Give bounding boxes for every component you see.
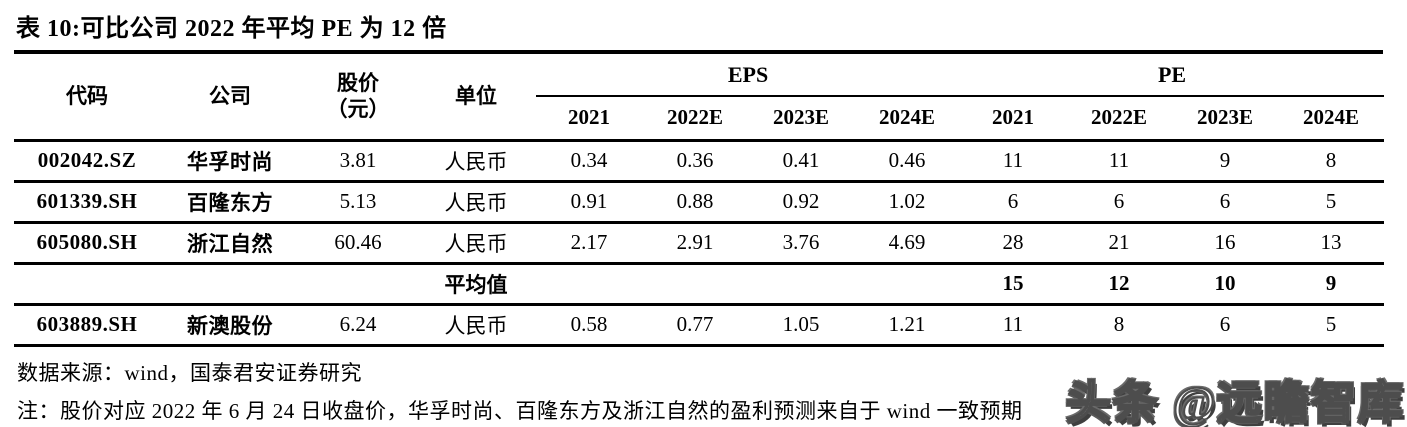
unit-cell: 人民币 bbox=[416, 181, 536, 224]
eps-cell: 1.21 bbox=[854, 304, 961, 347]
empty-cell bbox=[14, 263, 160, 306]
pe-year-2022e: 2022E bbox=[1066, 96, 1173, 142]
unit-cell: 人民币 bbox=[416, 140, 536, 183]
pe-cell: 9 bbox=[1172, 140, 1279, 183]
pe-cell: 6 bbox=[1172, 304, 1279, 347]
empty-cell bbox=[536, 263, 642, 306]
pe-cell: 11 bbox=[960, 140, 1067, 183]
empty-cell bbox=[642, 263, 748, 306]
footnote-text: 注：股价对应 2022 年 6 月 24 日收盘价，华孚时尚、百隆东方及浙江自然… bbox=[17, 398, 1023, 423]
unit-cell: 人民币 bbox=[416, 222, 536, 265]
company-cell: 华孚时尚 bbox=[160, 140, 300, 183]
unit-cell: 人民币 bbox=[416, 304, 536, 347]
code-cell: 601339.SH bbox=[14, 181, 160, 224]
eps-cell: 0.36 bbox=[642, 140, 748, 183]
avg-pe-cell: 9 bbox=[1278, 263, 1385, 306]
eps-cell: 1.05 bbox=[748, 304, 854, 347]
eps-cell: 0.77 bbox=[642, 304, 748, 347]
price-cell: 6.24 bbox=[300, 304, 416, 347]
col-header-unit: 单位 bbox=[416, 54, 536, 142]
pe-cell: 21 bbox=[1066, 222, 1173, 265]
table-title: 表 10:可比公司 2022 年平均 PE 为 12 倍 bbox=[14, 5, 1383, 54]
eps-cell: 0.46 bbox=[854, 140, 961, 183]
eps-cell: 0.58 bbox=[536, 304, 642, 347]
pe-year-2021: 2021 bbox=[960, 96, 1067, 142]
pe-cell: 11 bbox=[1066, 140, 1173, 183]
col-header-price: 股价 （元） bbox=[300, 54, 416, 142]
eps-cell: 0.34 bbox=[536, 140, 642, 183]
pe-year-2023e: 2023E bbox=[1172, 96, 1279, 142]
pe-cell: 6 bbox=[960, 181, 1067, 224]
group-header-eps: EPS bbox=[536, 54, 961, 97]
pe-cell: 8 bbox=[1066, 304, 1173, 347]
table-row-huafu: 002042.SZ 华孚时尚 3.81 人民币 0.34 0.36 0.41 0… bbox=[14, 140, 1385, 183]
pe-cell: 8 bbox=[1278, 140, 1385, 183]
pe-cell: 13 bbox=[1278, 222, 1385, 265]
col-header-company: 公司 bbox=[160, 54, 300, 142]
eps-cell: 4.69 bbox=[854, 222, 961, 265]
comparable-companies-table: 代码 公司 股价 （元） 单位 EPS PE 2021 2022E 2023E … bbox=[14, 54, 1385, 347]
table-row-bailong: 601339.SH 百隆东方 5.13 人民币 0.91 0.88 0.92 1… bbox=[14, 181, 1385, 224]
group-header-row: 代码 公司 股价 （元） 单位 EPS PE bbox=[14, 54, 1385, 142]
price-cell: 60.46 bbox=[300, 222, 416, 265]
table-row-zhejiang: 605080.SH 浙江自然 60.46 人民币 2.17 2.91 3.76 … bbox=[14, 222, 1385, 265]
group-header-pe: PE bbox=[960, 54, 1385, 97]
eps-year-2022e: 2022E bbox=[642, 96, 748, 142]
pe-cell: 6 bbox=[1172, 181, 1279, 224]
empty-cell bbox=[854, 263, 961, 306]
eps-cell: 0.92 bbox=[748, 181, 854, 224]
data-source-text: 数据来源：wind，国泰君安证券研究 bbox=[17, 360, 362, 385]
pe-cell: 16 bbox=[1172, 222, 1279, 265]
pe-cell: 5 bbox=[1278, 181, 1385, 224]
col-header-price-line1: 股价 bbox=[337, 71, 379, 95]
eps-cell: 3.76 bbox=[748, 222, 854, 265]
empty-cell bbox=[160, 263, 300, 306]
pe-cell: 6 bbox=[1066, 181, 1173, 224]
eps-year-2021: 2021 bbox=[536, 96, 642, 142]
average-label-cell: 平均值 bbox=[416, 263, 536, 306]
eps-year-2023e: 2023E bbox=[748, 96, 854, 142]
year-header-row: 2021 2022E 2023E 2024E 2021 2022E 2023E … bbox=[14, 96, 1385, 142]
company-cell: 百隆东方 bbox=[160, 181, 300, 224]
avg-pe-cell: 10 bbox=[1172, 263, 1279, 306]
pe-year-2024e: 2024E bbox=[1278, 96, 1385, 142]
company-cell: 浙江自然 bbox=[160, 222, 300, 265]
avg-pe-cell: 15 bbox=[960, 263, 1067, 306]
col-header-price-line2: （元） bbox=[326, 97, 390, 122]
toutiao-watermark: 头条 @远瞻智库 bbox=[1065, 377, 1405, 427]
empty-cell bbox=[300, 263, 416, 306]
avg-pe-cell: 12 bbox=[1066, 263, 1173, 306]
col-header-code: 代码 bbox=[14, 54, 160, 142]
table-row-average: 平均值 15 12 10 9 bbox=[14, 263, 1385, 306]
eps-cell: 1.02 bbox=[854, 181, 961, 224]
eps-cell: 0.91 bbox=[536, 181, 642, 224]
code-cell: 002042.SZ bbox=[14, 140, 160, 183]
code-cell: 605080.SH bbox=[14, 222, 160, 265]
pe-cell: 28 bbox=[960, 222, 1067, 265]
pe-cell: 5 bbox=[1278, 304, 1385, 347]
empty-cell bbox=[748, 263, 854, 306]
eps-cell: 2.17 bbox=[536, 222, 642, 265]
price-cell: 3.81 bbox=[300, 140, 416, 183]
table-row-xinao: 603889.SH 新澳股份 6.24 人民币 0.58 0.77 1.05 1… bbox=[14, 304, 1385, 347]
eps-cell: 2.91 bbox=[642, 222, 748, 265]
company-cell: 新澳股份 bbox=[160, 304, 300, 347]
pe-cell: 11 bbox=[960, 304, 1067, 347]
code-cell: 603889.SH bbox=[14, 304, 160, 347]
price-cell: 5.13 bbox=[300, 181, 416, 224]
eps-cell: 0.41 bbox=[748, 140, 854, 183]
eps-year-2024e: 2024E bbox=[854, 96, 961, 142]
eps-cell: 0.88 bbox=[642, 181, 748, 224]
